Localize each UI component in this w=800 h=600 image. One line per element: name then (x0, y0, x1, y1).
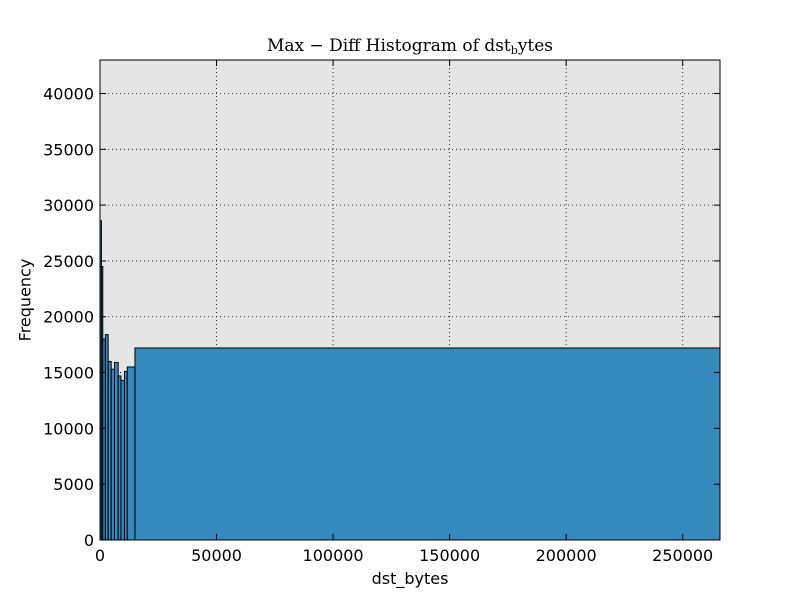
y-tick-label: 15000 (43, 364, 94, 383)
chart-title-subscript: b (510, 44, 518, 57)
y-tick-label: 35000 (43, 140, 94, 159)
x-axis-label: dst_bytes (371, 569, 449, 588)
chart-title-tail: ytes (517, 36, 554, 56)
y-tick-label: 25000 (43, 252, 94, 271)
histogram-bar (113, 362, 119, 541)
x-tick-label: 50000 (191, 546, 242, 565)
histogram-bar (120, 379, 125, 541)
ticks: 0 50000 100000 150000 200000 250000 0 5000 10000… (43, 60, 720, 565)
x-tick-label: 150000 (419, 546, 480, 565)
chart-title: Max − Diff Histogram of dstbytes (100, 36, 720, 57)
y-tick-label: 5000 (53, 475, 94, 494)
chart-title-main: Max − Diff Histogram of dst (266, 36, 511, 56)
histogram-bar (126, 366, 136, 541)
y-tick-label: 0 (84, 531, 94, 550)
y-tick-label: 30000 (43, 196, 94, 215)
plot-frame (99, 59, 721, 541)
y-tick-label: 40000 (43, 84, 94, 103)
y-axis-label: Frequency (15, 258, 35, 342)
x-tick-label: 250000 (652, 546, 713, 565)
x-tick-label: 100000 (303, 546, 364, 565)
bars (99, 220, 721, 541)
x-tick-label: 200000 (536, 546, 597, 565)
y-tick-label: 10000 (43, 419, 94, 438)
y-tick-label: 20000 (43, 308, 94, 327)
x-tick-label: 0 (95, 546, 105, 565)
histogram-bar (134, 347, 721, 541)
